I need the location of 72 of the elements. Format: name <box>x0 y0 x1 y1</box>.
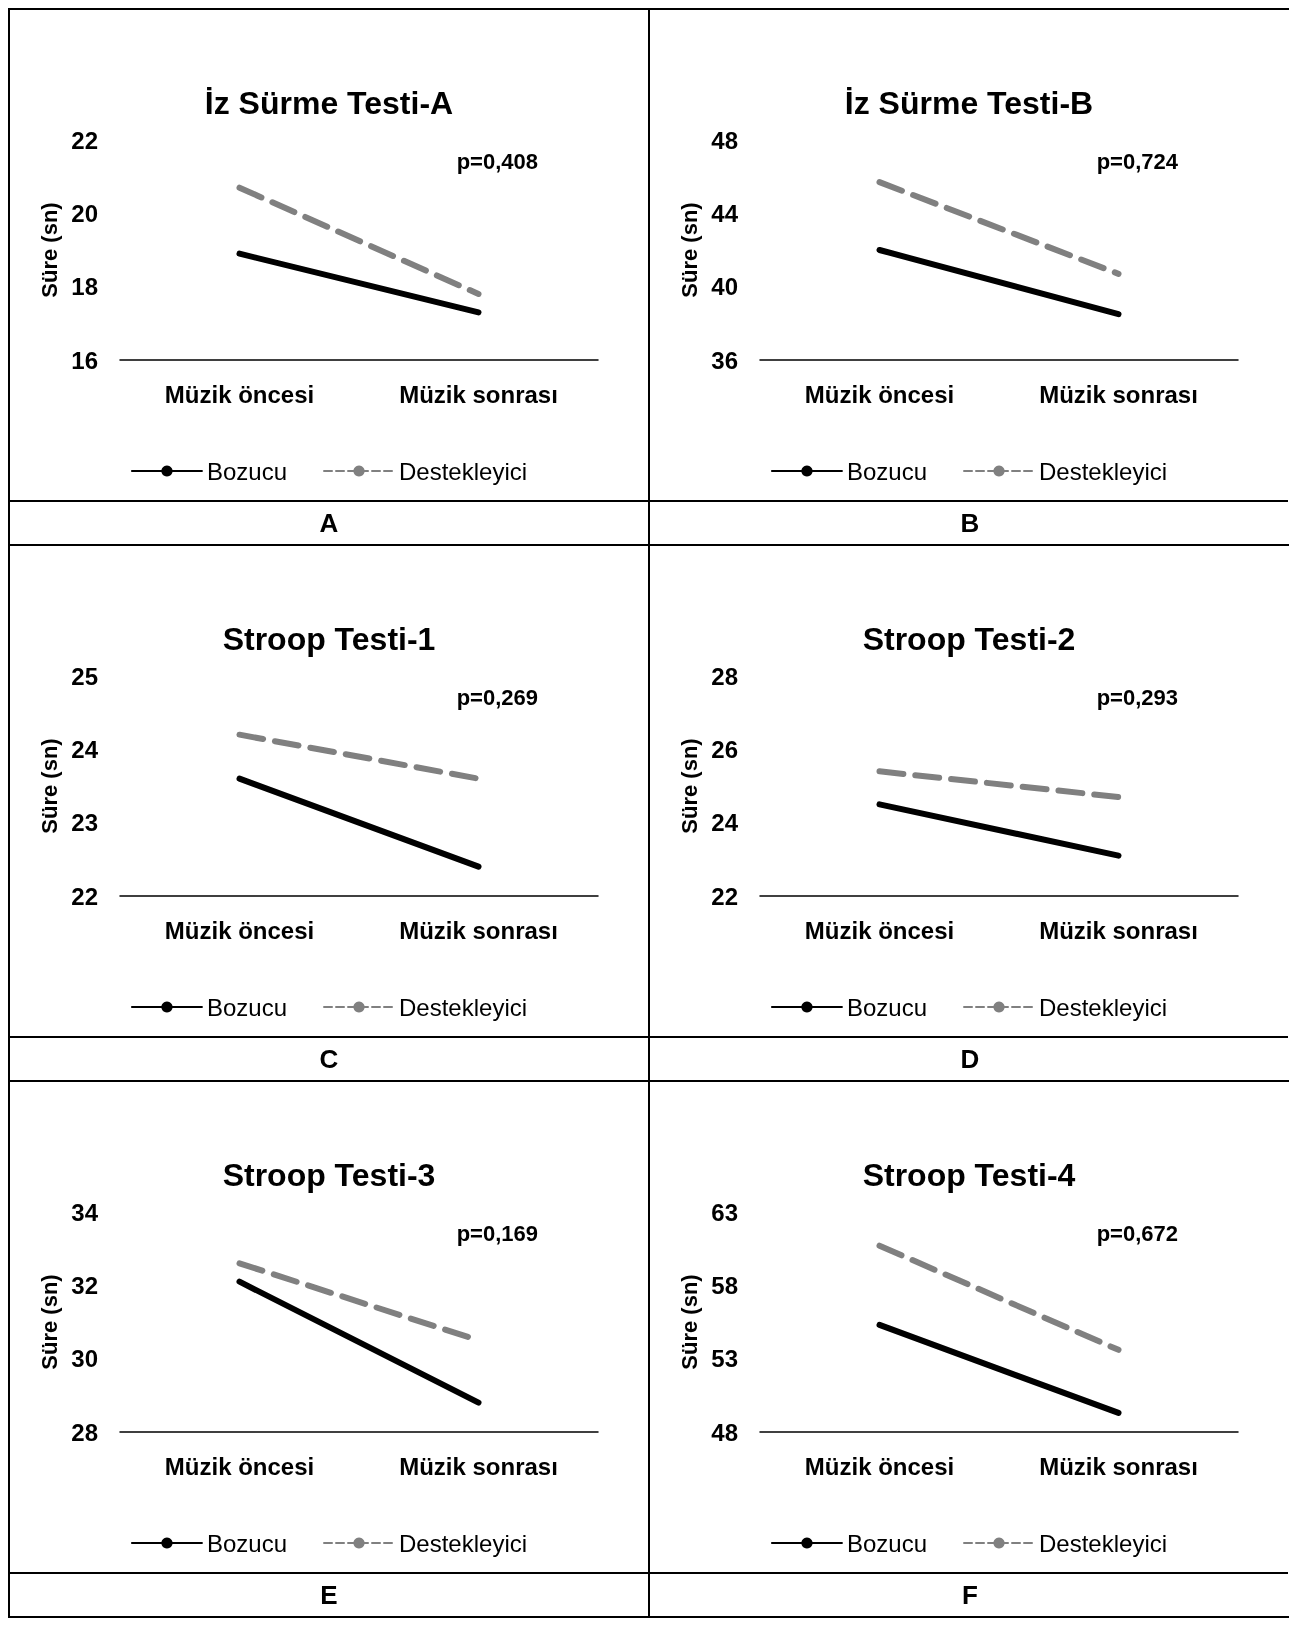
y-axis-title: Süre (sn) <box>676 202 702 298</box>
y-axis-title: Süre (sn) <box>36 1274 62 1370</box>
legend-label: Bozucu <box>206 1529 288 1557</box>
x-tick-label: Müzik sonrası <box>1039 1452 1198 1480</box>
y-tick-label: 32 <box>71 1271 98 1299</box>
x-tick-label: Müzik sonrası <box>399 916 558 944</box>
legend-label: Bozucu <box>846 1529 928 1557</box>
y-axis-title: Süre (sn) <box>676 738 702 834</box>
x-tick-label: Müzik sonrası <box>1039 380 1198 408</box>
y-tick-label: 20 <box>71 199 98 227</box>
x-tick-label: Müzik öncesi <box>164 916 315 944</box>
legend-label: Destekleyici <box>399 993 528 1021</box>
legend-label: Bozucu <box>846 457 928 485</box>
y-tick-label: 34 <box>71 1198 99 1226</box>
y-tick-label: 16 <box>71 346 98 374</box>
legend-label: Destekleyici <box>1039 993 1168 1021</box>
legend-label: Bozucu <box>846 993 928 1021</box>
y-tick-label: 53 <box>711 1345 738 1373</box>
x-tick-label: Müzik öncesi <box>804 1452 955 1480</box>
annotation: p=0,672 <box>1096 1220 1178 1246</box>
y-tick-label: 22 <box>711 882 738 910</box>
annotation: p=0,169 <box>456 1220 538 1246</box>
legend-label: Destekleyici <box>1039 457 1168 485</box>
legend-label: Bozucu <box>206 993 288 1021</box>
legend-label: Destekleyici <box>399 457 528 485</box>
legend-label: Bozucu <box>206 457 288 485</box>
y-tick-label: 58 <box>711 1271 738 1299</box>
y-tick-label: 22 <box>71 126 98 154</box>
y-tick-label: 28 <box>71 1418 98 1446</box>
chart-title: Stroop Testi-4 <box>862 1157 1076 1193</box>
chart-title: Stroop Testi-2 <box>862 621 1076 657</box>
y-tick-label: 48 <box>711 1418 738 1446</box>
text: B <box>960 507 980 539</box>
y-axis-title: Süre (sn) <box>36 202 62 298</box>
x-tick-label: Müzik öncesi <box>804 380 955 408</box>
x-tick-label: Müzik öncesi <box>804 916 955 944</box>
chart-title: Stroop Testi-1 <box>222 621 436 657</box>
x-tick-label: Müzik sonrası <box>1039 916 1198 944</box>
y-tick-label: 44 <box>711 199 739 227</box>
x-tick-label: Müzik öncesi <box>164 380 315 408</box>
x-tick-label: Müzik sonrası <box>399 1452 558 1480</box>
annotation: p=0,408 <box>456 148 538 174</box>
y-axis-title: Süre (sn) <box>676 1274 702 1370</box>
x-tick-label: Müzik öncesi <box>164 1452 315 1480</box>
y-tick-label: 25 <box>71 662 98 690</box>
y-tick-label: 23 <box>71 809 98 837</box>
y-tick-label: 36 <box>711 346 738 374</box>
y-tick-label: 48 <box>711 126 738 154</box>
text: D <box>960 1043 980 1075</box>
y-axis-title: Süre (sn) <box>36 738 62 834</box>
text: E <box>320 1579 338 1611</box>
y-tick-label: 26 <box>711 735 738 763</box>
x-tick-label: Müzik sonrası <box>399 380 558 408</box>
y-tick-label: 63 <box>711 1198 738 1226</box>
y-tick-label: 24 <box>711 809 739 837</box>
text: C <box>319 1043 339 1075</box>
annotation: p=0,269 <box>456 684 538 710</box>
y-tick-label: 18 <box>71 273 98 301</box>
annotation: p=0,724 <box>1096 148 1179 174</box>
y-tick-label: 40 <box>711 273 738 301</box>
chart-title: İz Sürme Testi-B <box>844 85 1094 121</box>
y-tick-label: 22 <box>71 882 98 910</box>
legend-label: Destekleyici <box>1039 1529 1168 1557</box>
y-tick-label: 30 <box>71 1345 98 1373</box>
chart-title: Stroop Testi-3 <box>222 1157 436 1193</box>
chart-title: İz Sürme Testi-A <box>204 85 454 121</box>
text: A <box>319 507 339 539</box>
annotation: p=0,293 <box>1096 684 1178 710</box>
y-tick-label: 28 <box>711 662 738 690</box>
text: F <box>962 1579 978 1611</box>
legend-label: Destekleyici <box>399 1529 528 1557</box>
y-tick-label: 24 <box>71 735 99 763</box>
